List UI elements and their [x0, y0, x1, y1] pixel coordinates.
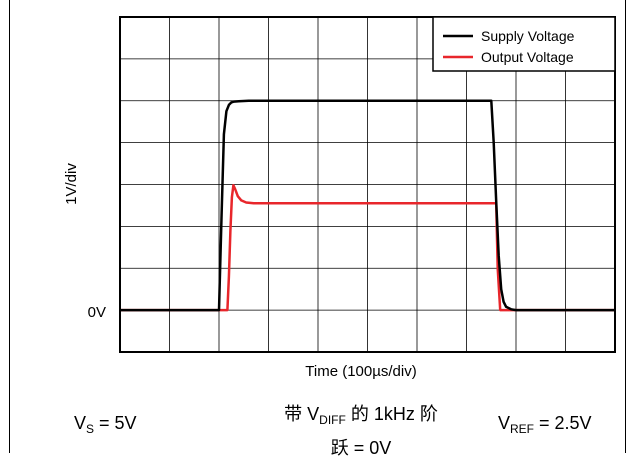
caption-diff-step-line1: 带 VDIFF 的 1kHz 阶 [236, 400, 486, 434]
vref-symbol: V [498, 413, 511, 433]
legend-box [432, 16, 616, 72]
vs-symbol: V [74, 413, 87, 433]
traces [120, 99, 615, 312]
caption-reference-voltage: VREF = 2.5V [498, 412, 592, 440]
plot-border [119, 16, 616, 353]
caption-center-suffix: 的 1kHz 阶 [345, 404, 438, 424]
x-axis-label: Time (100µs/div) [305, 363, 416, 380]
legend-label-supply-voltage: Supply Voltage [481, 28, 575, 44]
caption-center-prefix: 带 V [284, 404, 320, 424]
vs-subscript: S [86, 422, 95, 436]
caption-diff-step-line2: 跃 = 0V [330, 438, 392, 458]
legend-label-output-voltage: Output Voltage [481, 49, 574, 65]
vdiff-subscript: DIFF [319, 413, 346, 427]
legend: Supply Voltage Output Voltage [432, 16, 616, 72]
y-axis-label: 1V/div [63, 163, 80, 205]
y-tick-label-0v: 0V [88, 304, 106, 321]
series-line-supply-voltage [120, 99, 615, 312]
frame-left-border [9, 0, 10, 453]
vs-value: = 5V [94, 413, 137, 433]
vref-value: = 2.5V [534, 413, 592, 433]
caption-supply-voltage: VS = 5V [74, 412, 137, 440]
vref-subscript: REF [510, 422, 535, 436]
